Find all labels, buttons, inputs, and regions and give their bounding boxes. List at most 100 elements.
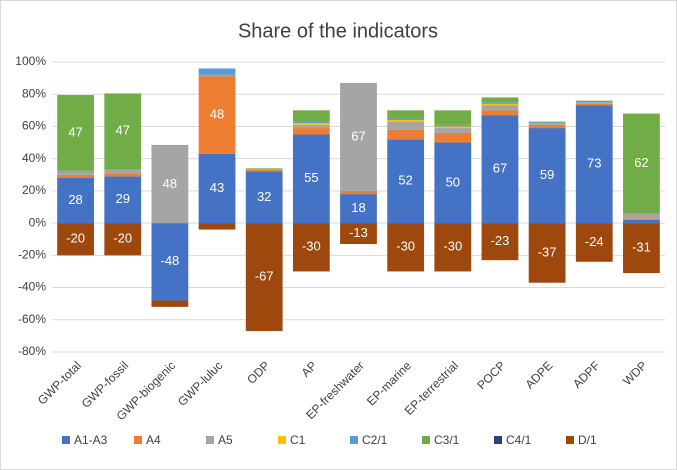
bar-segment (575, 100, 613, 102)
bar-segment (198, 76, 236, 154)
y-tick-label: -80% (18, 344, 46, 358)
bar-segment (481, 110, 519, 116)
data-label: -30 (443, 239, 462, 254)
bar-segment (104, 176, 142, 224)
data-label: -20 (66, 231, 85, 246)
data-label: 48 (210, 107, 224, 122)
bar-segment (340, 223, 377, 245)
bar-segment (575, 102, 613, 104)
legend-swatch (134, 436, 142, 444)
bar-segment (434, 126, 472, 129)
bar-segment (434, 223, 472, 272)
data-label: 18 (351, 200, 365, 215)
bar-segment (57, 171, 94, 175)
bar-segment (387, 223, 425, 272)
bar-segment (292, 123, 330, 125)
y-tick-label: 20% (22, 183, 46, 197)
data-label: -37 (538, 244, 557, 259)
y-tick-label: -40% (18, 280, 46, 294)
legend-swatch (350, 436, 358, 444)
bar-segment (481, 105, 519, 111)
bar-segment (387, 129, 425, 140)
bar-segment (57, 174, 94, 178)
data-label: -30 (396, 239, 415, 254)
chart-title: Share of the indicators (238, 20, 438, 42)
legend-label: C3/1 (434, 433, 460, 447)
data-label: 32 (257, 189, 271, 204)
bar-segment (57, 170, 94, 172)
bar-segment (387, 120, 425, 122)
bar-segment (575, 105, 613, 224)
bar-segment (434, 132, 472, 143)
data-label: 43 (210, 180, 224, 195)
data-label: 47 (68, 124, 82, 139)
y-tick-label: -60% (18, 312, 46, 326)
legend-swatch (278, 436, 286, 444)
bar-segment (481, 115, 519, 224)
bar-segment (387, 139, 425, 224)
y-tick-label: 0% (29, 215, 47, 229)
bar-segment (575, 223, 613, 262)
legend-label: C2/1 (362, 433, 388, 447)
bar-segment (340, 82, 377, 191)
legend-label: D/1 (578, 433, 597, 447)
y-tick-label: 40% (22, 151, 46, 165)
bar-segment (481, 103, 519, 106)
data-label: 48 (163, 176, 177, 191)
bar-segment (623, 219, 660, 224)
bar-segment (481, 97, 519, 103)
data-label: 28 (68, 192, 82, 207)
data-label: -30 (302, 239, 321, 254)
bar-segment (387, 118, 425, 120)
data-label: 47 (115, 123, 129, 138)
bar-segment (151, 223, 189, 301)
bar-segment (623, 213, 660, 219)
data-label: 29 (115, 191, 129, 206)
bar-segment (245, 168, 283, 170)
bar-segment (623, 223, 660, 274)
bar-segment (434, 128, 472, 133)
bar-segment (528, 223, 566, 283)
data-label: 52 (398, 173, 412, 188)
bar-segment (528, 122, 566, 124)
data-label: 59 (540, 167, 554, 182)
bar-segment (104, 93, 142, 170)
bar-segment (104, 173, 142, 177)
data-label: -23 (491, 233, 510, 248)
bar-segment (575, 103, 613, 106)
legend-swatch (62, 436, 70, 444)
legend-label: C4/1 (506, 433, 532, 447)
bar-segment (387, 121, 425, 130)
bar-segment (292, 110, 330, 122)
bar-segment (151, 145, 189, 224)
bar-segment (245, 171, 283, 224)
legend-label: A5 (218, 433, 233, 447)
bar-segment (57, 223, 94, 256)
legend-swatch (422, 436, 430, 444)
bar-segment (623, 113, 660, 214)
bar-segment (245, 169, 283, 172)
bar-segment (245, 223, 283, 332)
data-label: -24 (585, 234, 604, 249)
bar-segment (434, 124, 472, 127)
data-label: -20 (113, 231, 132, 246)
bar-segment (340, 194, 377, 224)
data-label: -48 (160, 253, 179, 268)
bar-segment (434, 110, 472, 125)
legend-swatch (566, 436, 574, 444)
bar-segment (245, 169, 283, 170)
bar-segment (198, 153, 236, 224)
bar-segment (292, 223, 330, 272)
bar-segment (198, 68, 236, 75)
bar-segment (528, 128, 566, 224)
legend-swatch (206, 436, 214, 444)
bar-segment (340, 190, 377, 195)
legend-label: C1 (290, 433, 306, 447)
bar-segment (528, 121, 566, 123)
y-tick-label: 80% (22, 86, 46, 100)
bar-segment (57, 178, 94, 224)
data-label: 67 (351, 128, 365, 143)
bar-segment (104, 223, 142, 256)
